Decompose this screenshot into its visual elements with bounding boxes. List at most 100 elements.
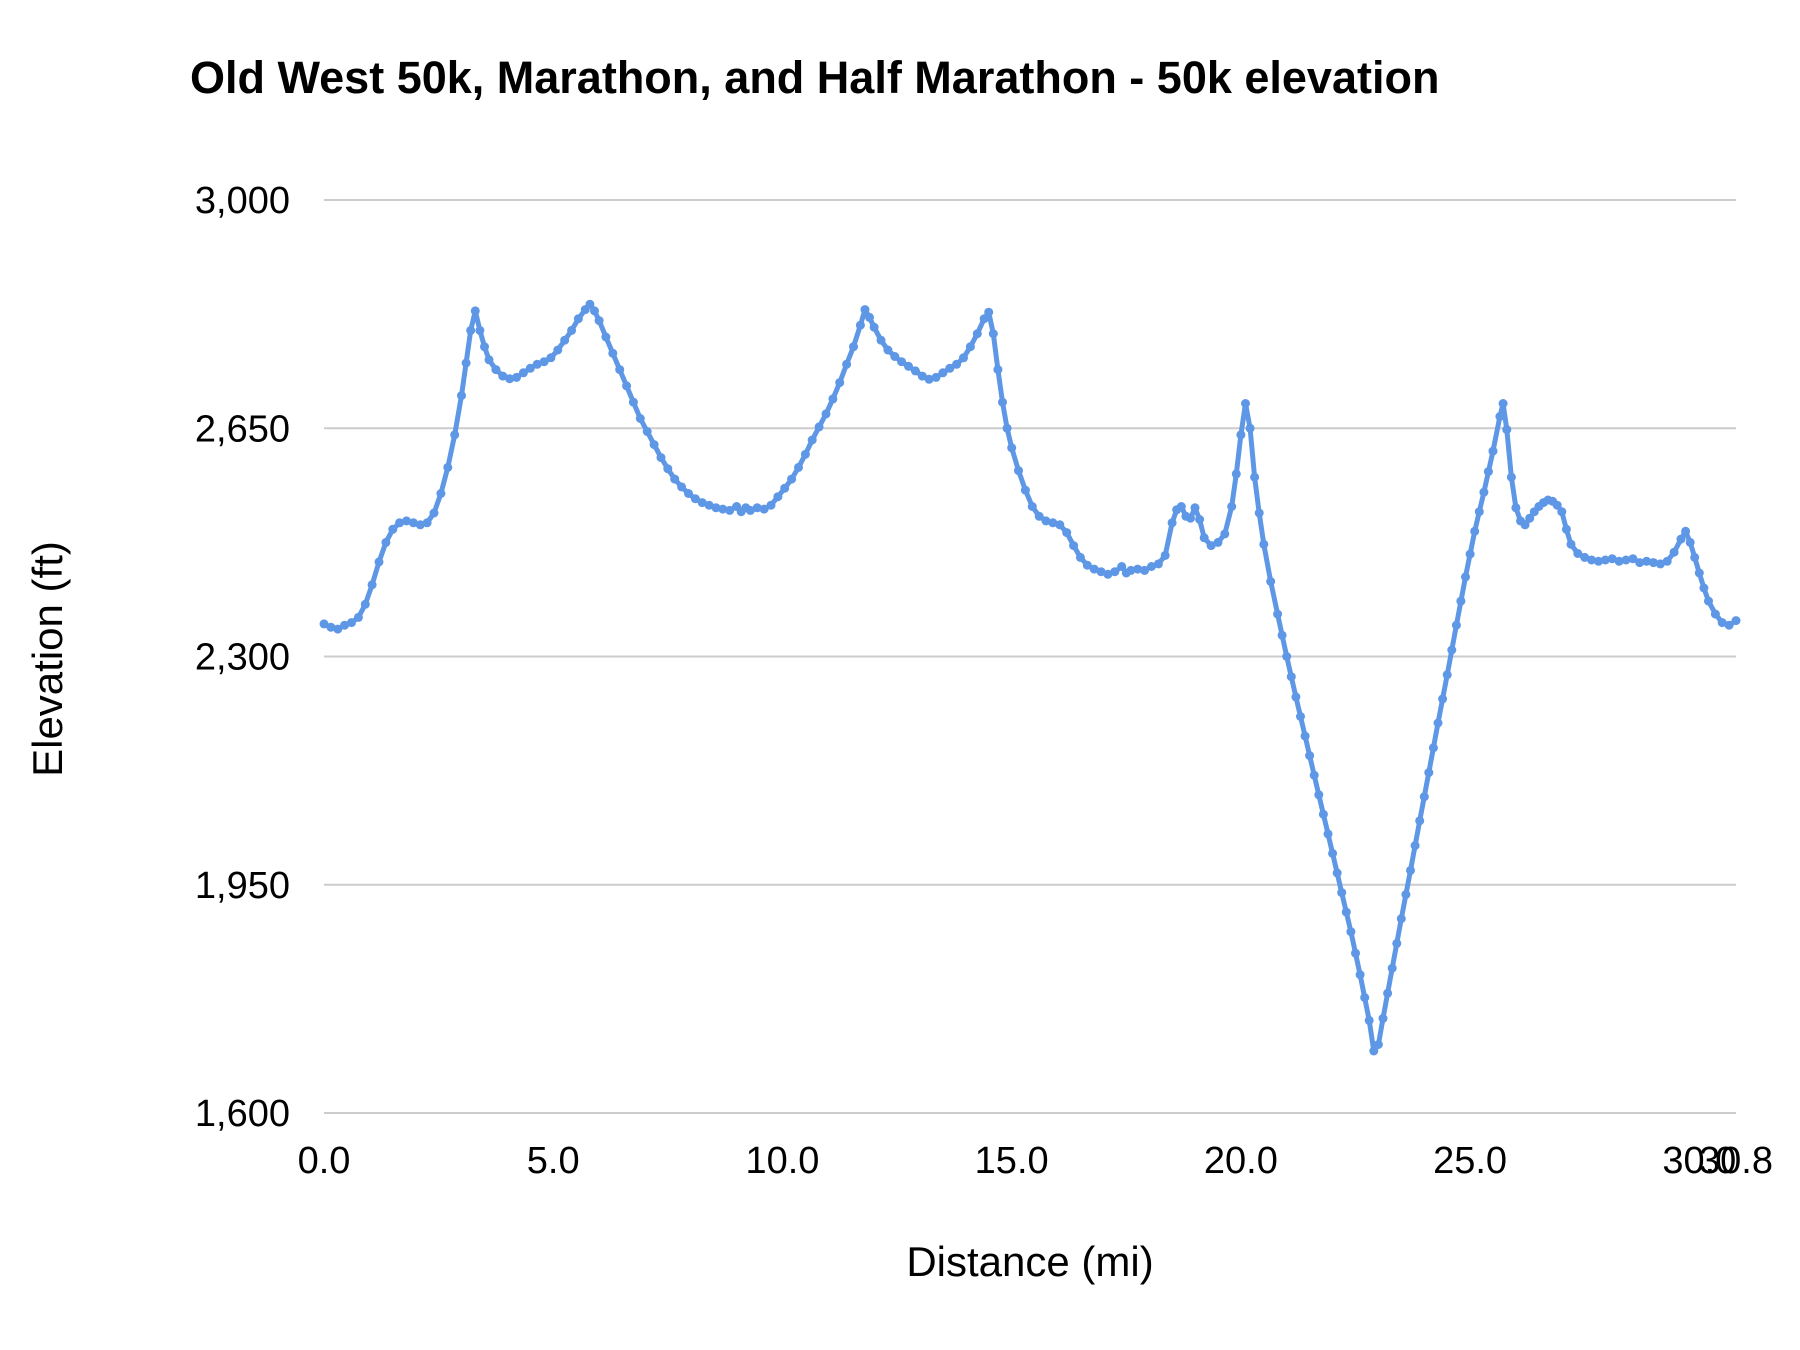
data-point <box>1296 712 1305 721</box>
data-point <box>1573 549 1583 558</box>
data-point <box>1133 564 1143 574</box>
data-point <box>491 365 501 375</box>
data-point <box>1580 552 1590 562</box>
data-point <box>1628 554 1638 564</box>
data-point <box>677 482 687 492</box>
data-point <box>1300 731 1310 741</box>
data-point <box>1392 938 1402 948</box>
data-point <box>1364 1015 1374 1025</box>
data-point <box>1190 503 1200 513</box>
data-point <box>1153 559 1163 569</box>
data-point <box>1525 513 1535 523</box>
elevation-points <box>319 299 1741 1056</box>
data-point <box>1495 412 1505 421</box>
data-point <box>1724 620 1734 630</box>
data-point <box>1117 562 1127 571</box>
data-point <box>697 498 707 508</box>
y-tick-label: 1,600 <box>195 1093 290 1135</box>
data-point <box>1594 556 1603 566</box>
data-point <box>1699 583 1709 593</box>
data-point <box>787 474 797 484</box>
data-point <box>1470 526 1480 536</box>
data-point <box>1511 503 1521 513</box>
data-point <box>560 335 570 345</box>
data-point <box>1681 526 1691 536</box>
data-point <box>1694 568 1704 578</box>
data-point <box>1710 609 1720 619</box>
data-point <box>752 503 762 513</box>
data-point <box>1635 558 1645 568</box>
data-point <box>1062 528 1072 538</box>
data-point <box>374 557 384 567</box>
data-point <box>628 397 638 407</box>
data-point <box>1561 524 1571 534</box>
data-point <box>883 345 893 355</box>
data-point <box>1034 511 1044 521</box>
data-point <box>938 368 948 378</box>
data-point <box>704 500 714 510</box>
data-point <box>498 371 508 381</box>
data-point <box>979 314 989 324</box>
y-tick-label: 3,000 <box>195 180 290 222</box>
data-point <box>594 316 604 326</box>
data-point <box>1027 502 1037 511</box>
elevation-line <box>321 301 1739 1054</box>
data-point <box>470 306 480 316</box>
data-point <box>1332 868 1342 878</box>
x-tick-label: 15.0 <box>975 1140 1049 1182</box>
data-point <box>635 414 645 423</box>
data-point <box>553 345 563 355</box>
data-point <box>1220 529 1230 539</box>
data-point <box>408 518 418 528</box>
data-point <box>821 409 831 419</box>
x-tick-label: 0.0 <box>298 1140 351 1182</box>
data-point <box>1669 547 1679 557</box>
data-point <box>1447 645 1457 655</box>
data-point <box>466 325 476 335</box>
data-point <box>1642 556 1652 566</box>
data-point <box>1206 541 1216 551</box>
data-point <box>1273 609 1283 619</box>
data-point <box>1655 559 1665 569</box>
data-point <box>988 329 998 339</box>
data-point <box>475 325 485 335</box>
data-point <box>525 363 535 373</box>
data-point <box>1002 423 1012 433</box>
data-point <box>972 329 982 339</box>
data-point <box>1082 560 1092 570</box>
data-point <box>1176 502 1186 511</box>
data-point <box>1488 446 1498 456</box>
data-point <box>590 306 599 316</box>
y-tick-label: 2,300 <box>195 637 290 679</box>
data-point <box>402 516 411 526</box>
data-point <box>1520 520 1530 530</box>
data-point <box>1318 809 1328 819</box>
data-point <box>1314 790 1324 800</box>
data-point <box>1323 829 1333 839</box>
data-point <box>457 391 466 401</box>
x-tick-label: 25.0 <box>1433 1140 1507 1182</box>
data-point <box>718 504 728 514</box>
data-point <box>1305 751 1315 761</box>
chart-title: Old West 50k, Marathon, and Half Maratho… <box>190 52 1440 103</box>
data-point <box>1231 469 1241 479</box>
data-point <box>1236 430 1246 440</box>
data-point <box>1378 1013 1388 1023</box>
data-point <box>1506 472 1516 482</box>
data-point <box>725 505 735 515</box>
data-point <box>1600 555 1610 565</box>
data-point <box>1075 552 1085 562</box>
data-point <box>1328 848 1338 858</box>
data-point <box>622 381 632 391</box>
data-point <box>1438 694 1448 704</box>
data-point <box>1465 549 1475 559</box>
data-point <box>1020 485 1030 495</box>
y-tick-label: 2,650 <box>195 408 290 450</box>
data-point <box>1704 596 1713 606</box>
data-point <box>1406 865 1415 875</box>
data-point <box>443 462 453 472</box>
data-point <box>429 508 439 518</box>
data-point <box>1498 399 1508 408</box>
data-point <box>1291 692 1301 702</box>
data-point <box>959 353 968 363</box>
